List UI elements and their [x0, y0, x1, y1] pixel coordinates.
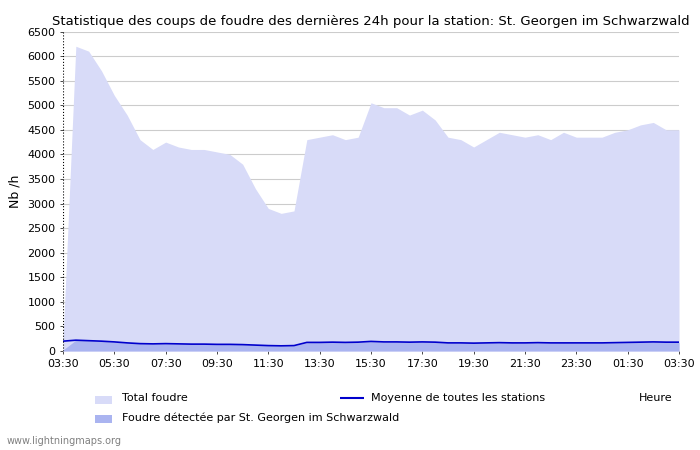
Text: www.lightningmaps.org: www.lightningmaps.org [7, 436, 122, 446]
Text: Foudre détectée par St. Georgen im Schwarzwald: Foudre détectée par St. Georgen im Schwa… [122, 412, 400, 423]
Text: Heure: Heure [638, 393, 672, 403]
Text: Moyenne de toutes les stations: Moyenne de toutes les stations [371, 393, 545, 403]
Title: Statistique des coups de foudre des dernières 24h pour la station: St. Georgen i: Statistique des coups de foudre des dern… [52, 14, 690, 27]
Text: Total foudre: Total foudre [122, 393, 188, 403]
Y-axis label: Nb /h: Nb /h [8, 175, 22, 208]
